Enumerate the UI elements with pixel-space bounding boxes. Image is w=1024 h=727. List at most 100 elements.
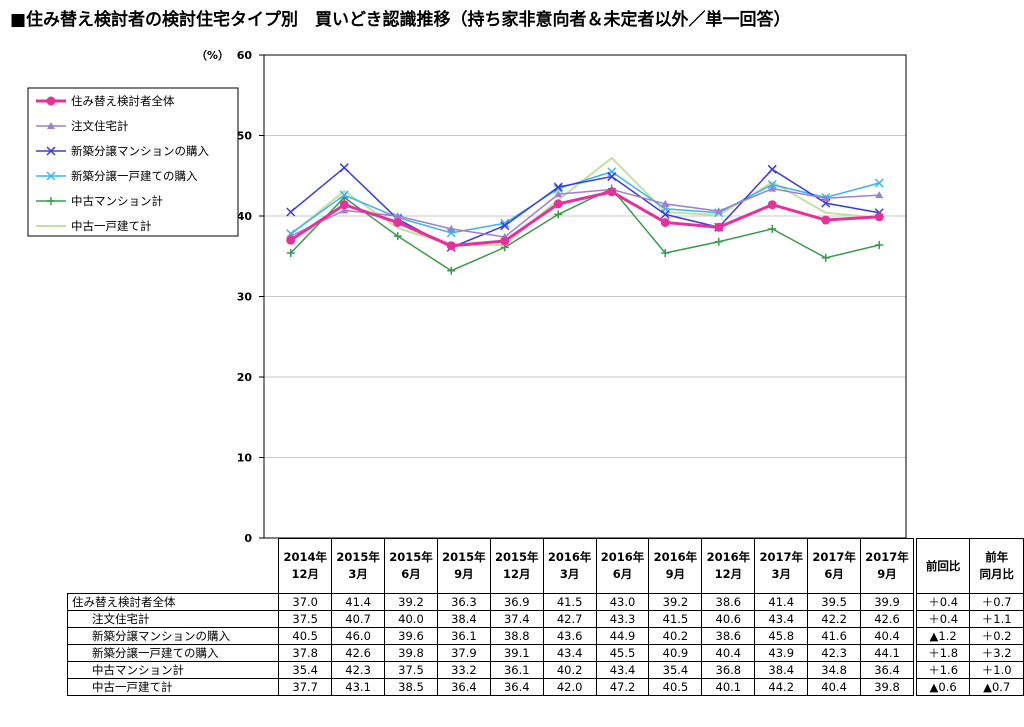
- legend-label: 新築分譲一戸建ての購入: [71, 169, 198, 183]
- table-cell: 46.0: [331, 627, 386, 645]
- category-month: 6月: [824, 567, 844, 581]
- data-point: [875, 240, 884, 249]
- y-tick-label: 60: [237, 49, 253, 62]
- y-tick-label: 50: [237, 130, 253, 143]
- category-label: 2015年 9月: [436, 538, 491, 594]
- category-year: 2015年: [495, 550, 539, 564]
- category-label: 2016年 9月: [648, 538, 703, 594]
- prev-change-header: 前回比: [915, 538, 971, 594]
- category-month: 9月: [454, 567, 474, 581]
- data-point: [714, 237, 723, 246]
- data-point: [393, 212, 402, 219]
- table-cell: 42.0: [542, 678, 597, 696]
- row-label: 住み替え検討者全体: [66, 593, 280, 611]
- yoy-header-line2: 同月比: [979, 567, 1014, 581]
- data-point: [767, 200, 777, 210]
- data-point: [607, 172, 617, 182]
- category-year: 2016年: [547, 550, 592, 564]
- category-month: 6月: [612, 567, 633, 581]
- table-cell: 36.4: [489, 678, 544, 696]
- table-cell: 37.8: [278, 644, 333, 662]
- table-cell: 36.4: [436, 678, 491, 696]
- legend-item: 新築分譲マンションの購入: [36, 144, 209, 158]
- table-cell: 36.9: [489, 593, 544, 611]
- category-month: 12月: [714, 567, 743, 581]
- data-point: [767, 164, 777, 174]
- table-cell: 39.8: [860, 678, 914, 696]
- series-4: [286, 184, 884, 275]
- prev-change-cell: ▲0.6: [915, 678, 971, 696]
- data-point: [714, 207, 723, 215]
- category-label: 2017年 3月: [754, 538, 809, 594]
- table-row: 中古一戸建て計 37.7 43.1 38.5 36.4 36.4 42.0 47.2 40.5 4…: [66, 678, 1024, 696]
- category-year: 2017年: [812, 550, 856, 564]
- table-cell: 44.9: [595, 627, 650, 645]
- category-label: 2015年 6月: [384, 538, 438, 594]
- data-point: [874, 178, 884, 188]
- y-tick-label: 10: [237, 452, 253, 465]
- data-point: [607, 187, 617, 197]
- category-label: 2014年 12月: [278, 538, 333, 594]
- data-point: [661, 249, 670, 258]
- table-cell: 39.9: [860, 593, 914, 611]
- data-point: [767, 180, 777, 190]
- table-cell: 40.4: [701, 644, 756, 662]
- table-cell: 44.2: [754, 678, 809, 696]
- table-cell: 36.8: [701, 661, 756, 679]
- table-cell: 38.5: [384, 678, 438, 696]
- table-cell: 37.5: [278, 610, 333, 628]
- prev-change-cell: ＋0.4: [915, 593, 971, 611]
- table-cell: 40.1: [701, 678, 756, 696]
- data-point: [393, 232, 402, 241]
- category-year: 2016年: [706, 550, 751, 564]
- prev-change-cell: ▲1.2: [915, 627, 971, 645]
- table-cell: 41.4: [331, 593, 386, 611]
- table-cell: 40.5: [648, 678, 703, 696]
- table-cell: 39.1: [489, 644, 544, 662]
- data-point: [446, 241, 456, 251]
- table-cell: 39.6: [384, 627, 438, 645]
- table-cell: 42.6: [860, 610, 914, 628]
- data-point: [821, 194, 830, 202]
- category-month: 3月: [771, 567, 791, 581]
- table-cell: 40.2: [648, 627, 703, 645]
- data-point: [821, 253, 830, 262]
- category-year: 2016年: [600, 550, 645, 564]
- data-point: [821, 215, 831, 225]
- table-cell: 40.4: [807, 678, 862, 696]
- table-cell: 45.8: [754, 627, 809, 645]
- table-cell: 37.9: [436, 644, 491, 662]
- data-table: 2014年 12月 2015年 3月 2015年 6月 2015年 9月 2015年 12月 201…: [66, 538, 1024, 696]
- data-point: [660, 209, 670, 219]
- table-cell: 41.4: [754, 593, 809, 611]
- table-cell: 43.4: [542, 644, 597, 662]
- table-cell: 38.8: [489, 627, 544, 645]
- series-line: [290, 170, 880, 235]
- table-cell: 42.3: [331, 661, 386, 679]
- legend-marker: [46, 171, 56, 181]
- table-cell: 35.4: [278, 661, 333, 679]
- row-label: 新築分譲マンションの購入: [66, 627, 280, 645]
- category-month: 3月: [559, 567, 580, 581]
- table-row: 住み替え検討者全体 37.0 41.4 39.2 36.3 36.9 41.5 43.0 39.…: [66, 593, 1024, 611]
- prev-change-cell: ＋1.6: [915, 661, 971, 679]
- legend-box: [27, 87, 239, 237]
- header-row: 2014年 12月 2015年 3月 2015年 6月 2015年 9月 2015年 12月 201…: [67, 538, 1024, 594]
- table-cell: 38.4: [754, 661, 809, 679]
- table-cell: 40.5: [278, 627, 333, 645]
- table-cell: 37.0: [278, 593, 333, 611]
- data-point: [661, 199, 670, 207]
- legend: 住み替え検討者全体注文住宅計新築分譲マンションの購入新築分譲一戸建ての購入中古マ…: [27, 87, 239, 237]
- yoy-header-line1: 前年: [985, 550, 1009, 564]
- table-cell: 43.4: [754, 610, 809, 628]
- category-label: 2016年 12月: [701, 538, 756, 594]
- row-label: 注文住宅計: [66, 610, 280, 628]
- table-cell: 43.0: [595, 593, 650, 611]
- table-row: 中古マンション計 35.4 42.3 37.5 33.2 36.1 40.2 43.4 35.4…: [66, 661, 1024, 679]
- yoy-change-cell: ＋0.2: [969, 627, 1024, 645]
- table-cell: 40.6: [701, 610, 756, 628]
- table-cell: 36.1: [489, 661, 544, 679]
- legend-marker: [46, 96, 56, 106]
- table-cell: 35.4: [648, 661, 703, 679]
- category-label: 2017年 6月: [807, 538, 862, 594]
